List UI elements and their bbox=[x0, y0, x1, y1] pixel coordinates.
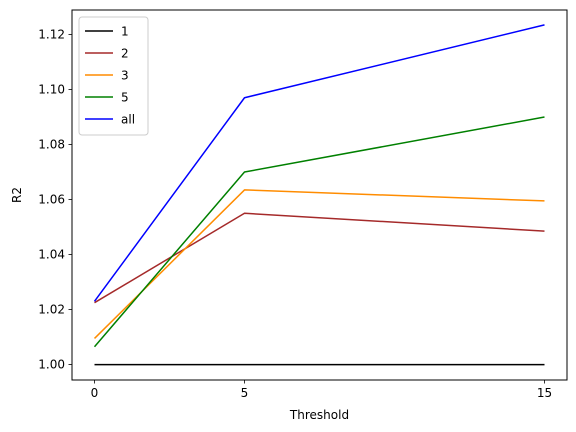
y-tick-label: 1.04 bbox=[38, 248, 65, 262]
y-tick-label: 1.08 bbox=[38, 138, 65, 152]
series-line-5 bbox=[93, 116, 545, 348]
y-tick-label: 1.12 bbox=[38, 27, 65, 41]
y-tick-label: 1.10 bbox=[38, 83, 65, 97]
x-axis-ticks: 0 5 15 bbox=[91, 380, 552, 400]
x-tick-label: 5 bbox=[241, 386, 249, 400]
y-tick-label: 1.02 bbox=[38, 303, 65, 317]
y-axis-label: R2 bbox=[10, 187, 24, 203]
legend-label-3: 3 bbox=[121, 69, 129, 83]
x-tick-label: 0 bbox=[91, 386, 99, 400]
y-tick-label: 1.06 bbox=[38, 193, 65, 207]
x-tick-label: 15 bbox=[537, 386, 552, 400]
y-tick-label: 1.00 bbox=[38, 358, 65, 372]
legend-label-2: 2 bbox=[121, 47, 129, 61]
legend-label-1: 1 bbox=[121, 25, 129, 39]
legend-box bbox=[78, 16, 149, 136]
series-layer bbox=[93, 24, 545, 366]
series-line-2 bbox=[94, 212, 545, 304]
series-line-all bbox=[93, 24, 545, 302]
legend: 1 2 3 5 all bbox=[78, 16, 149, 136]
legend-label-5: 5 bbox=[121, 91, 129, 105]
x-axis-label: Threshold bbox=[289, 408, 349, 422]
y-axis-ticks: 1.00 1.02 1.04 1.06 1.08 1.10 1.12 bbox=[38, 27, 72, 372]
plot-area-frame bbox=[71, 9, 568, 381]
legend-label-all: all bbox=[121, 113, 135, 127]
